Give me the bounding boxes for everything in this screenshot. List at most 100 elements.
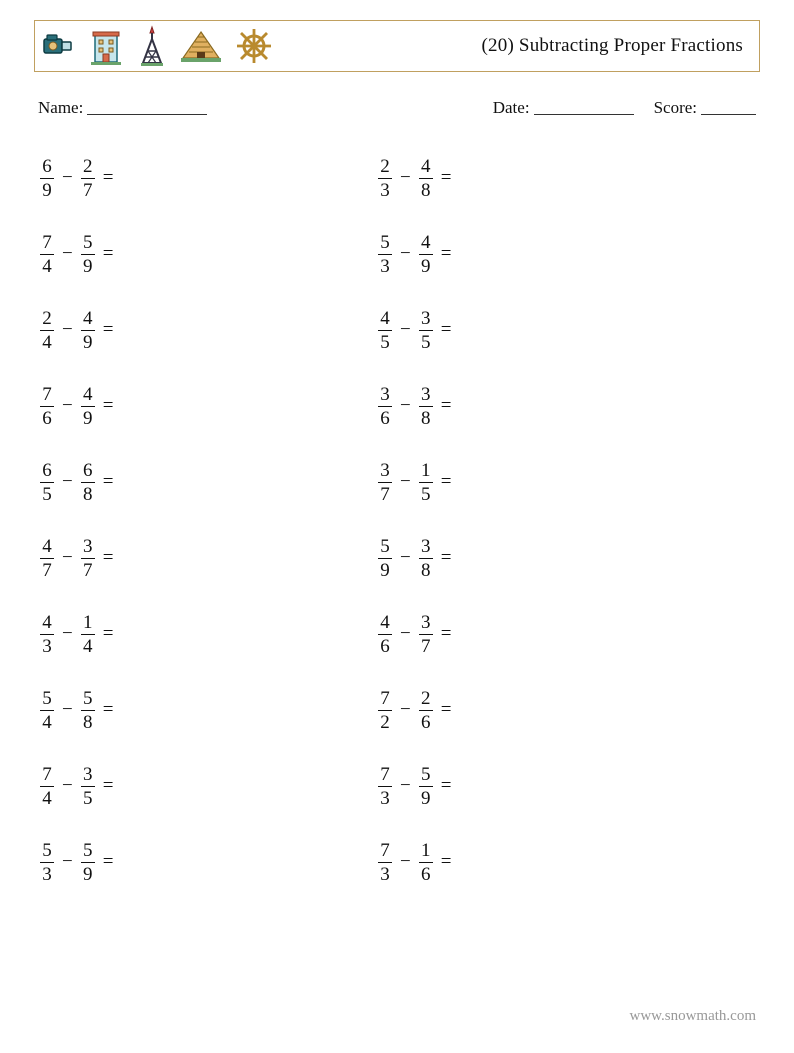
problem: 59−38=: [378, 520, 451, 596]
fraction-bar: [81, 786, 95, 787]
fraction-denominator: 4: [40, 789, 54, 808]
fraction-denominator: 4: [40, 257, 54, 276]
name-blank[interactable]: [87, 98, 207, 115]
fraction-numerator: 3: [378, 461, 392, 480]
date-blank[interactable]: [534, 98, 634, 115]
fraction-numerator: 2: [81, 157, 95, 176]
fraction-bar: [419, 178, 433, 179]
minus-operator: −: [54, 167, 81, 189]
fraction: 74: [40, 233, 54, 276]
equals-sign: =: [95, 775, 114, 797]
fraction-numerator: 5: [378, 233, 392, 252]
fraction-denominator: 6: [419, 865, 433, 884]
fraction: 24: [40, 309, 54, 352]
fraction: 27: [81, 157, 95, 200]
fraction-bar: [378, 482, 392, 483]
fraction-numerator: 3: [419, 385, 433, 404]
fraction-numerator: 6: [81, 461, 95, 480]
minus-operator: −: [54, 623, 81, 645]
minus-operator: −: [54, 319, 81, 341]
problem: 53−49=: [378, 216, 451, 292]
fraction: 59: [419, 765, 433, 808]
date-label: Date:: [493, 98, 530, 118]
minus-operator: −: [54, 547, 81, 569]
problems-column-right: 23−48=53−49=45−35=36−38=37−15=59−38=46−3…: [378, 140, 451, 900]
fraction-denominator: 6: [40, 409, 54, 428]
fraction: 35: [81, 765, 95, 808]
fraction: 38: [419, 537, 433, 580]
problem: 72−26=: [378, 672, 451, 748]
fraction-bar: [81, 862, 95, 863]
fraction-denominator: 9: [378, 561, 392, 580]
problem: 46−37=: [378, 596, 451, 672]
fraction-denominator: 8: [81, 485, 95, 504]
fraction-bar: [40, 634, 54, 635]
fraction: 26: [419, 689, 433, 732]
fraction-numerator: 5: [40, 841, 54, 860]
problem: 47−37=: [40, 520, 378, 596]
fraction: 37: [378, 461, 392, 504]
problems-column-left: 69−27=74−59=24−49=76−49=65−68=47−37=43−1…: [40, 140, 378, 900]
fraction-denominator: 3: [378, 257, 392, 276]
fraction-denominator: 6: [378, 637, 392, 656]
fraction-denominator: 5: [419, 333, 433, 352]
fraction-denominator: 3: [40, 865, 54, 884]
fraction: 46: [378, 613, 392, 656]
fraction-denominator: 5: [40, 485, 54, 504]
fraction-denominator: 3: [378, 865, 392, 884]
fraction-bar: [81, 558, 95, 559]
fraction-denominator: 5: [81, 789, 95, 808]
equals-sign: =: [95, 471, 114, 493]
equals-sign: =: [433, 547, 452, 569]
worksheet-page: (20) Subtracting Proper Fractions Name: …: [0, 0, 794, 1053]
fraction-numerator: 2: [40, 309, 54, 328]
problems-area: 69−27=74−59=24−49=76−49=65−68=47−37=43−1…: [34, 140, 760, 900]
fraction-bar: [81, 254, 95, 255]
fraction-bar: [378, 178, 392, 179]
problem: 73−59=: [378, 748, 451, 824]
problem: 45−35=: [378, 292, 451, 368]
fraction-denominator: 3: [40, 637, 54, 656]
equals-sign: =: [95, 851, 114, 873]
fraction-bar: [40, 254, 54, 255]
fraction-numerator: 7: [378, 841, 392, 860]
fraction-denominator: 8: [419, 561, 433, 580]
equals-sign: =: [433, 243, 452, 265]
fraction-numerator: 4: [40, 537, 54, 556]
fraction: 59: [378, 537, 392, 580]
score-blank[interactable]: [701, 98, 756, 115]
fraction-numerator: 5: [81, 841, 95, 860]
fraction-numerator: 7: [40, 233, 54, 252]
fraction-bar: [419, 710, 433, 711]
fraction-bar: [378, 710, 392, 711]
fraction-numerator: 4: [40, 613, 54, 632]
fraction-denominator: 5: [378, 333, 392, 352]
fraction-bar: [40, 786, 54, 787]
fraction-numerator: 4: [378, 613, 392, 632]
fraction-bar: [40, 178, 54, 179]
fraction: 37: [81, 537, 95, 580]
fraction-numerator: 7: [40, 765, 54, 784]
fraction: 59: [81, 233, 95, 276]
fraction-denominator: 7: [419, 637, 433, 656]
equals-sign: =: [433, 623, 452, 645]
fraction-denominator: 6: [419, 713, 433, 732]
minus-operator: −: [392, 471, 419, 493]
fraction-denominator: 2: [378, 713, 392, 732]
worksheet-title: (20) Subtracting Proper Fractions: [482, 35, 747, 57]
minus-operator: −: [54, 395, 81, 417]
problem: 74−35=: [40, 748, 378, 824]
fraction-denominator: 4: [40, 713, 54, 732]
problem: 37−15=: [378, 444, 451, 520]
fraction-bar: [378, 558, 392, 559]
minus-operator: −: [54, 851, 81, 873]
problem: 76−49=: [40, 368, 378, 444]
fraction-bar: [40, 862, 54, 863]
equals-sign: =: [433, 471, 452, 493]
fraction-bar: [81, 178, 95, 179]
fraction: 49: [419, 233, 433, 276]
score-label: Score:: [654, 98, 697, 118]
equals-sign: =: [433, 167, 452, 189]
fraction-denominator: 9: [419, 257, 433, 276]
fraction-bar: [81, 406, 95, 407]
